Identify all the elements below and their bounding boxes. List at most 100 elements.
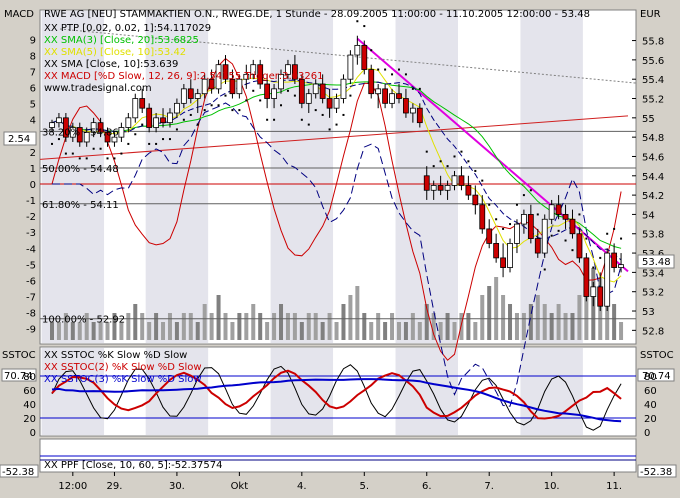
- sstoc-y-axis: 80 80 60 60 40 40 20 20 0 0: [23, 372, 656, 439]
- candle-body: [319, 83, 326, 99]
- candle-body: [375, 88, 382, 95]
- ptp-dot: [266, 118, 269, 121]
- volume-bar: [521, 313, 526, 340]
- ptp-dot: [217, 104, 220, 107]
- volume-bar: [452, 322, 457, 340]
- left-tick-label: 0: [30, 180, 36, 191]
- volume-bar: [279, 304, 284, 340]
- fib-label: 38.20% - 54.86: [42, 127, 119, 138]
- sstoc-legend-entry: XX SSTOC(3) %K Slow %D Slow: [44, 374, 202, 385]
- ptp-dot: [391, 73, 394, 76]
- ptp-dot: [349, 94, 352, 97]
- volume-bar: [514, 313, 519, 340]
- ptp-dot: [397, 68, 400, 71]
- ppf-value-left: -52.38: [2, 467, 34, 478]
- candle-body: [576, 233, 583, 259]
- legend-entry: XX PTP [0.02, 0.02, 1]:54.117029: [44, 23, 211, 34]
- volume-bar: [445, 313, 450, 340]
- ptp-dot: [210, 104, 213, 107]
- ptp-dot: [141, 123, 144, 126]
- volume-bar: [508, 304, 513, 340]
- ptp-dot: [515, 203, 518, 206]
- right-tick-label: 52.8: [642, 326, 664, 337]
- ptp-dot: [273, 118, 276, 121]
- volume-bar: [84, 313, 89, 340]
- volume-bar: [528, 304, 533, 340]
- candle-body: [236, 78, 243, 95]
- ptp-dot: [370, 49, 373, 52]
- volume-bar: [91, 322, 96, 340]
- right-tick-label: 54.4: [642, 172, 664, 183]
- volume-bar: [466, 313, 471, 340]
- fib-label: 50.00% - 54.48: [42, 164, 119, 175]
- x-tick-label: 11.: [606, 481, 622, 492]
- candle-body: [361, 44, 368, 70]
- ptp-dot: [196, 123, 199, 126]
- ptp-dot: [564, 239, 567, 242]
- volume-bar: [369, 322, 374, 340]
- volume-bar: [154, 313, 159, 340]
- candle-body: [604, 252, 611, 307]
- volume-bar: [223, 313, 228, 340]
- candle-body: [396, 93, 402, 99]
- volume-bar: [230, 322, 235, 340]
- ptp-dot: [585, 237, 588, 240]
- volume-bar: [188, 313, 193, 340]
- ptp-dot: [120, 152, 123, 155]
- left-tick-label: 6: [30, 84, 36, 95]
- ptp-dot: [425, 150, 428, 153]
- right-tick-label: 55.6: [642, 56, 664, 67]
- volume-bar: [258, 313, 263, 340]
- sstoc-tick-label: 40: [23, 400, 36, 411]
- candle-body: [333, 98, 340, 109]
- candle-body: [139, 98, 146, 109]
- candle-body: [472, 194, 479, 206]
- left-y-axis: 9876543210-1-2-3-4-5-6-7-8-9: [26, 35, 36, 335]
- volume-bar: [542, 304, 547, 340]
- x-tick-label: 29.: [107, 481, 123, 492]
- legend-entry: XX MACD [%D Slow, 12, 26, 9]:2.54355 Tri…: [44, 71, 323, 82]
- volume-bar: [563, 313, 568, 340]
- x-tick-label: 6.: [422, 481, 432, 492]
- volume-bar: [299, 322, 304, 340]
- macd-badge-label: 2.54: [8, 134, 30, 145]
- volume-bar: [265, 322, 270, 340]
- chart-title: RWE AG [NEU] STAMMAKTIEN O.N., RWEG.DE, …: [44, 9, 590, 20]
- volume-bar: [244, 313, 249, 340]
- left-tick-label: -9: [26, 325, 36, 336]
- candle-body: [403, 98, 409, 114]
- candle-body: [521, 214, 527, 225]
- candle-body: [618, 264, 624, 268]
- ptp-dot: [259, 99, 262, 102]
- volume-bar: [313, 313, 318, 340]
- candle-body: [118, 127, 125, 138]
- volume-bar: [424, 304, 429, 340]
- volume-bar: [570, 313, 575, 340]
- volume-bar: [362, 313, 367, 340]
- ptp-dot: [182, 118, 185, 121]
- ptp-dot: [245, 99, 248, 102]
- ptp-dot: [502, 227, 505, 230]
- candle-body: [541, 218, 548, 254]
- macd-badge: [3, 131, 37, 146]
- right-tick-label: 55.8: [642, 37, 664, 48]
- volume-bar: [126, 313, 131, 340]
- sstoc-right-label: SSTOC: [640, 350, 674, 361]
- candle-body: [62, 117, 69, 138]
- candle-body: [493, 243, 500, 259]
- sstoc-tick-label: 20: [23, 414, 36, 425]
- ptp-dot: [453, 155, 456, 158]
- candle-body: [194, 93, 201, 99]
- ptp-dot: [134, 133, 137, 136]
- ptp-dot: [578, 213, 581, 216]
- ptp-dot: [99, 147, 102, 150]
- ptp-dot: [481, 179, 484, 182]
- x-tick-label: 30.: [169, 481, 185, 492]
- ptp-dot: [522, 194, 525, 197]
- ptp-dot: [238, 109, 241, 112]
- candle-body: [187, 88, 194, 99]
- ppf-badge-right: [637, 464, 677, 478]
- candle-body: [312, 83, 319, 95]
